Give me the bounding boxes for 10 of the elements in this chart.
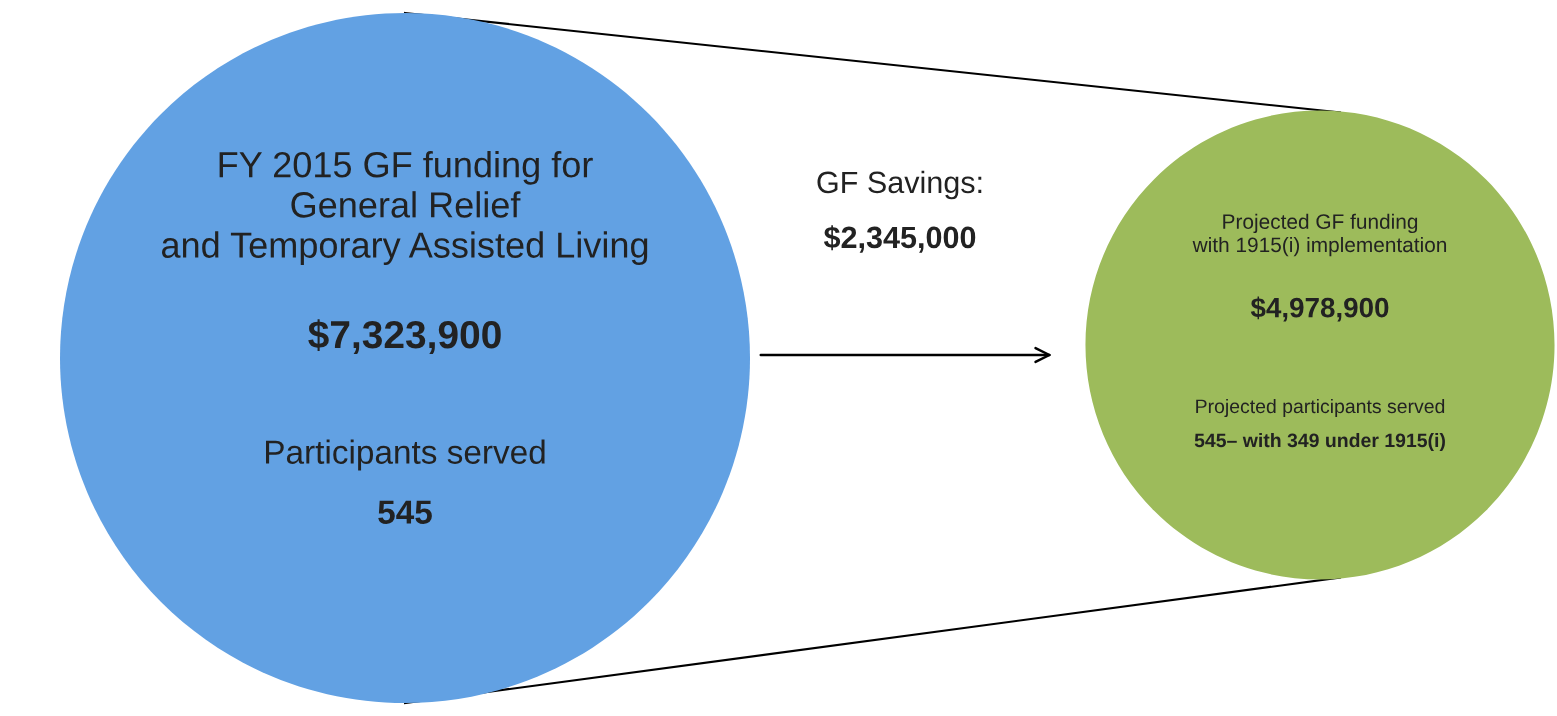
data-label: $7,323,900 — [308, 319, 501, 355]
category-label: FY 2015 GF funding for General Relief and Temporary Assisted Living — [161, 150, 648, 266]
text: 545– with 349 under 1915(i) — [1194, 432, 1445, 452]
text: 545 — [378, 500, 432, 524]
text: $2,345,000 — [823, 225, 976, 253]
category-label: Projected GF funding with 1915(i) implementation — [1192, 213, 1447, 257]
data-label: $4,978,900 — [1250, 296, 1389, 322]
text: GF Savings: — [817, 170, 982, 200]
text: Projected participants served — [1196, 398, 1445, 418]
text: Participants served — [266, 439, 545, 471]
